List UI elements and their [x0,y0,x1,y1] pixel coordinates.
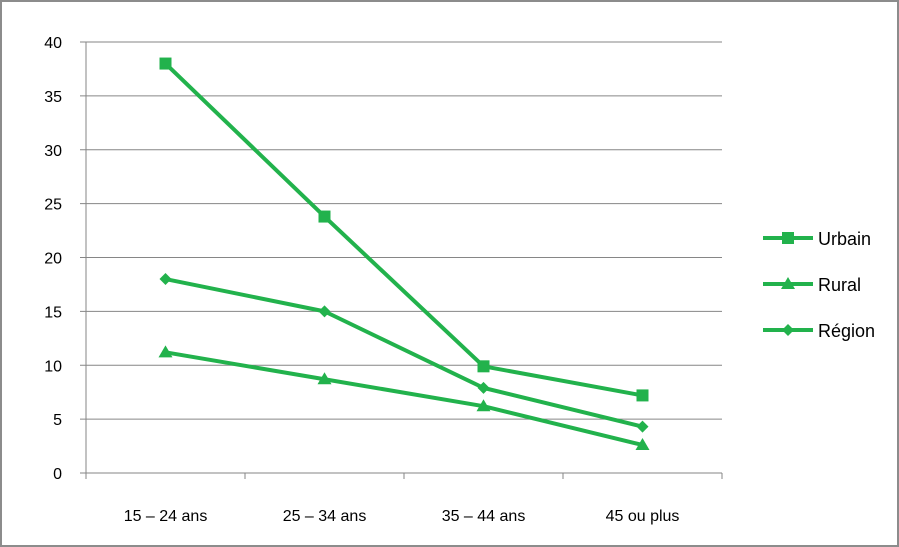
y-tick-label: 30 [44,143,62,160]
marker-triangle [781,277,795,289]
marker-diamond [477,381,490,394]
legend-label: Urbain [818,229,871,249]
series-line-rural [165,350,643,447]
marker-diamond [159,273,172,286]
legend-label: Rural [818,275,861,295]
marker-triangle [158,345,173,358]
legend-item-urbain: Urbain [763,229,871,249]
marker-square [477,360,490,373]
x-tick-label: 35 – 44 ans [442,508,526,525]
marker-diamond [636,420,649,433]
y-tick-labels: 0 5 10 15 20 25 30 35 40 [44,35,62,483]
x-tick-label: 15 – 24 ans [124,508,208,525]
series-group [158,57,650,450]
y-tick-label: 15 [44,304,62,321]
marker-diamond [782,324,794,336]
legend-label: Région [818,321,875,341]
x-tick-labels: 15 – 24 ans 25 – 34 ans 35 – 44 ans 45 ou p… [124,508,680,525]
marker-square [782,232,794,244]
legend-item-r-gion: Région [763,321,875,341]
marker-triangle [635,437,650,450]
y-tick-label: 35 [44,89,62,106]
legend-item-rural: Rural [763,275,861,295]
series-r-gion [159,273,649,433]
y-tick-label: 25 [44,197,62,214]
y-tick-label: 20 [44,251,62,268]
y-tick-label: 10 [44,358,62,375]
series-line-r-gion [165,277,643,429]
marker-square [159,57,172,70]
marker-square [636,389,649,402]
marker-square [318,210,331,223]
axes [80,41,723,479]
series-urbain [159,57,649,402]
marker-triangle [317,372,332,385]
grid-lines [86,41,722,420]
marker-triangle [476,399,491,412]
y-tick-label: 40 [44,35,62,52]
series-rural [158,345,650,450]
x-tick-label: 45 ou plus [606,508,680,525]
x-tick-label: 25 – 34 ans [283,508,367,525]
y-tick-label: 5 [53,412,62,429]
y-tick-label: 0 [53,466,62,483]
marker-diamond [318,305,331,318]
legend: Urbain Rural Région [763,229,875,341]
series-line-urbain [164,62,643,398]
